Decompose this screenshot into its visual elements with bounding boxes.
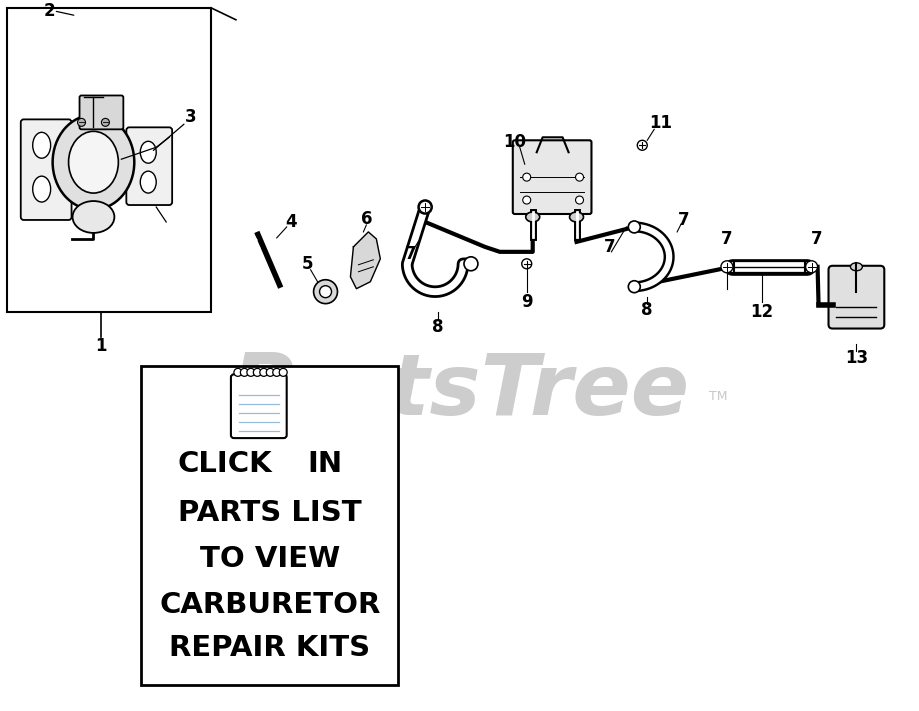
Text: 6: 6	[360, 210, 372, 228]
Circle shape	[464, 257, 478, 271]
Text: 2: 2	[44, 2, 55, 20]
Circle shape	[313, 279, 337, 304]
Ellipse shape	[69, 132, 119, 193]
Text: 7: 7	[678, 211, 690, 229]
Text: 7: 7	[721, 230, 732, 248]
Ellipse shape	[33, 176, 51, 202]
Circle shape	[575, 173, 584, 181]
Circle shape	[241, 368, 248, 376]
Ellipse shape	[52, 115, 134, 210]
Circle shape	[234, 368, 242, 376]
Text: 8: 8	[641, 301, 653, 319]
Circle shape	[523, 173, 530, 181]
Text: 4: 4	[285, 213, 297, 231]
Text: CLICK: CLICK	[177, 450, 272, 478]
Ellipse shape	[33, 132, 51, 159]
Circle shape	[637, 140, 647, 150]
Text: TO VIEW: TO VIEW	[199, 545, 340, 572]
Text: TM: TM	[709, 390, 728, 402]
Text: PartsTree: PartsTree	[231, 350, 689, 433]
FancyBboxPatch shape	[21, 119, 72, 220]
Ellipse shape	[850, 263, 862, 271]
Circle shape	[267, 368, 274, 376]
Text: 3: 3	[186, 108, 197, 127]
FancyBboxPatch shape	[80, 95, 123, 129]
Ellipse shape	[73, 201, 114, 233]
Circle shape	[523, 196, 530, 204]
Ellipse shape	[141, 141, 156, 164]
Text: REPAIR KITS: REPAIR KITS	[169, 634, 370, 662]
Bar	[142, 366, 398, 685]
FancyBboxPatch shape	[231, 375, 287, 438]
Circle shape	[260, 368, 267, 376]
Text: 1: 1	[96, 338, 108, 356]
Circle shape	[629, 281, 641, 293]
Text: IN: IN	[307, 450, 342, 478]
Circle shape	[101, 118, 109, 127]
Circle shape	[273, 368, 280, 376]
Text: 10: 10	[504, 133, 527, 151]
Text: 12: 12	[750, 303, 774, 321]
Polygon shape	[350, 232, 380, 289]
FancyBboxPatch shape	[513, 140, 592, 214]
Circle shape	[77, 118, 85, 127]
Circle shape	[418, 200, 432, 214]
Circle shape	[419, 201, 431, 213]
Text: CARBURETOR: CARBURETOR	[159, 592, 380, 619]
Text: 7: 7	[404, 245, 416, 263]
Ellipse shape	[526, 212, 539, 222]
FancyBboxPatch shape	[126, 127, 172, 205]
FancyBboxPatch shape	[829, 266, 884, 328]
Circle shape	[629, 221, 641, 233]
Bar	[6, 8, 211, 311]
Circle shape	[806, 261, 818, 273]
Text: 11: 11	[649, 114, 672, 132]
Text: PARTS LIST: PARTS LIST	[178, 499, 361, 527]
Circle shape	[522, 259, 532, 269]
Text: 7: 7	[811, 230, 823, 248]
Circle shape	[320, 286, 332, 298]
Text: 5: 5	[301, 255, 313, 273]
Circle shape	[720, 261, 733, 273]
Circle shape	[254, 368, 261, 376]
Circle shape	[247, 368, 255, 376]
Ellipse shape	[570, 212, 584, 222]
Text: 8: 8	[432, 318, 444, 336]
Text: 7: 7	[604, 238, 615, 256]
Circle shape	[575, 196, 584, 204]
Text: 9: 9	[521, 293, 532, 311]
Circle shape	[279, 368, 288, 376]
Text: 13: 13	[845, 349, 868, 368]
Ellipse shape	[141, 171, 156, 193]
